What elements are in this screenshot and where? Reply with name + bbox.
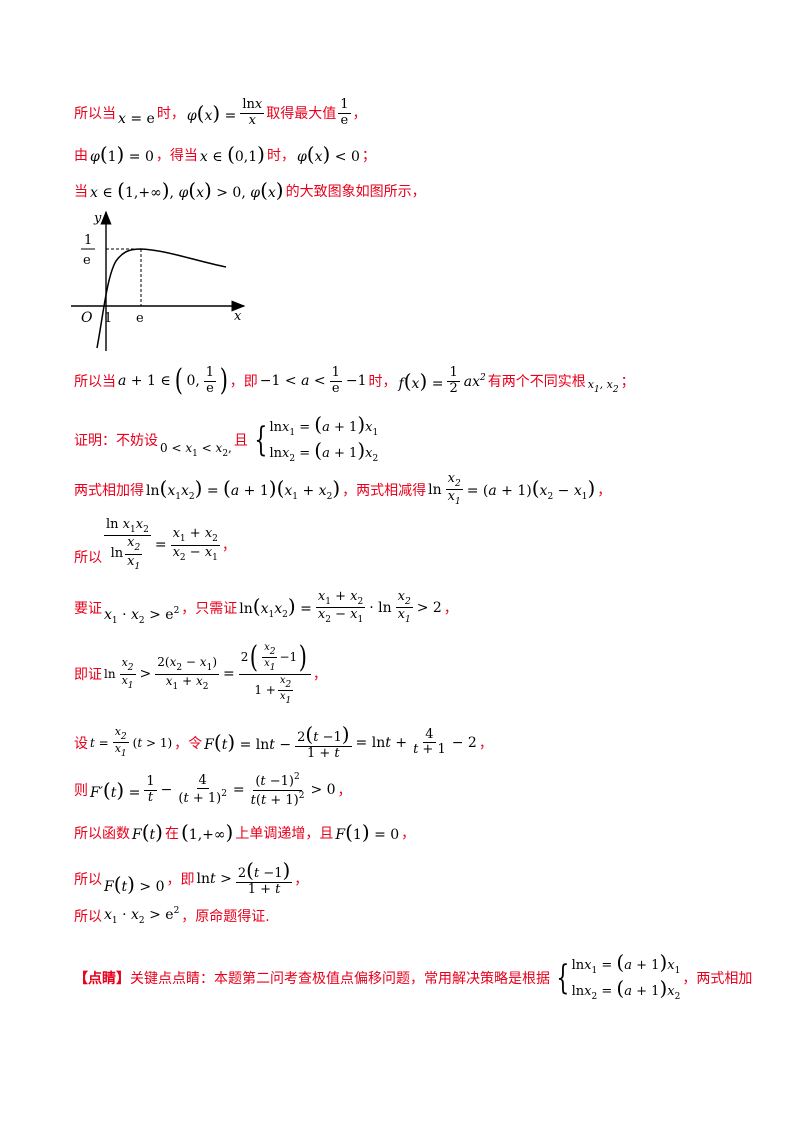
line-14: 所以 x1 · x2 > e2 ，原命题得证.	[74, 906, 270, 926]
tick-label-1: 1	[104, 311, 112, 326]
tick-label-e: e	[136, 311, 144, 326]
frac-nested: 2(x2 x1 −1) 1 + x2 x1	[238, 642, 311, 706]
line-9: 即证 ln x2 x1 > 2(x2 − x1) x1 + x2 = 2(x2 x1−…	[74, 639, 327, 707]
line-7: 所以 ln x1x2 ln x2 x1 = x1 + x2 x2 − x1 ，	[74, 517, 236, 572]
curve-phi	[96, 248, 227, 349]
math-x-eq-e: x = e	[118, 111, 155, 128]
line-8: 要证 x1 · x2 > e2 ，只需证 ln(x1x2) = x1 + x2 x…	[74, 589, 458, 626]
y-label: y	[93, 211, 102, 226]
equation-system: { lnx1 = (a + 1)x1 lnx2 = (a + 1)x2	[254, 412, 379, 464]
line-2: 由 φ(1) = 0 ，得当 x ∈ (0,1) 时， φ(x) < 0 ；	[74, 142, 376, 166]
math-sum-eq: ln(x1x2) = (a + 1)(x1 + x2)	[146, 475, 341, 502]
line-15: 【点睛】 关键点点睛：本题第二问考查极值点偏移问题，常用解决策略是根据 { ln…	[74, 950, 753, 1002]
key-point-tag: 【点睛】	[74, 970, 130, 987]
function-graph: y x O 1 e 1 e	[71, 210, 246, 351]
math-a-range: −1 < a <	[259, 373, 326, 390]
line-3: 当 x ∈ (1,+∞), φ(x) > 0, φ(x) 的大致图象如图所示，	[74, 178, 426, 202]
line-10: 设 t = x2 x1 (t > 1) ，令 F(t) = lnt − 2(t −…	[74, 722, 493, 761]
y-tick-denominator: e	[83, 253, 91, 268]
math-roots: x1, x2	[587, 377, 619, 395]
math-diff-eq: = (a + 1)(x2 − x1)	[466, 475, 596, 502]
math-f-def: f(x) =	[398, 368, 444, 393]
math-x-in-0-1: x ∈ (0,1)	[199, 142, 265, 166]
line-6: 两式相加得 ln(x1x2) = (a + 1)(x1 + x2) ，两式相减得…	[74, 471, 612, 508]
y-tick-numerator: 1	[84, 233, 92, 248]
line-13: 所以 F(t) > 0 ，即 lnt > 2(t −1) 1 + t ，	[74, 858, 309, 897]
frac-x2-over-x1: x2 x1	[445, 471, 463, 508]
math-phi-lt-0: φ(x) < 0	[296, 142, 360, 166]
x-label: x	[234, 309, 242, 324]
equation-system-2: { lnx1 = (a + 1)x1 lnx2 = (a + 1)x2	[556, 950, 681, 1002]
origin-label: O	[81, 310, 93, 326]
math-interval-phi: x ∈ (1,+∞), φ(x) > 0, φ(x)	[90, 178, 284, 202]
math-goal: x1 · x2 > e2	[104, 605, 180, 626]
line-12: 所以函数 F(t) 在 (1,+∞) 上单调递增，且 F(1) = 0 ，	[74, 820, 416, 844]
frac-ln-ratio: ln x1x2 ln x2 x1	[104, 517, 151, 572]
line-5: 证明：不妨设 0 < x1 < x2, 且 { lnx1 = (a + 1)x1…	[74, 412, 379, 464]
math-order: 0 < x1 < x2,	[160, 440, 232, 459]
frac-lnx-over-x: lnx x	[240, 97, 265, 128]
math-phi-1-eq-0: φ(1) = 0	[90, 142, 154, 166]
math-a-plus-1-in: a + 1 ∈	[118, 373, 171, 390]
math-phi-def: φ(x) =	[186, 100, 237, 125]
